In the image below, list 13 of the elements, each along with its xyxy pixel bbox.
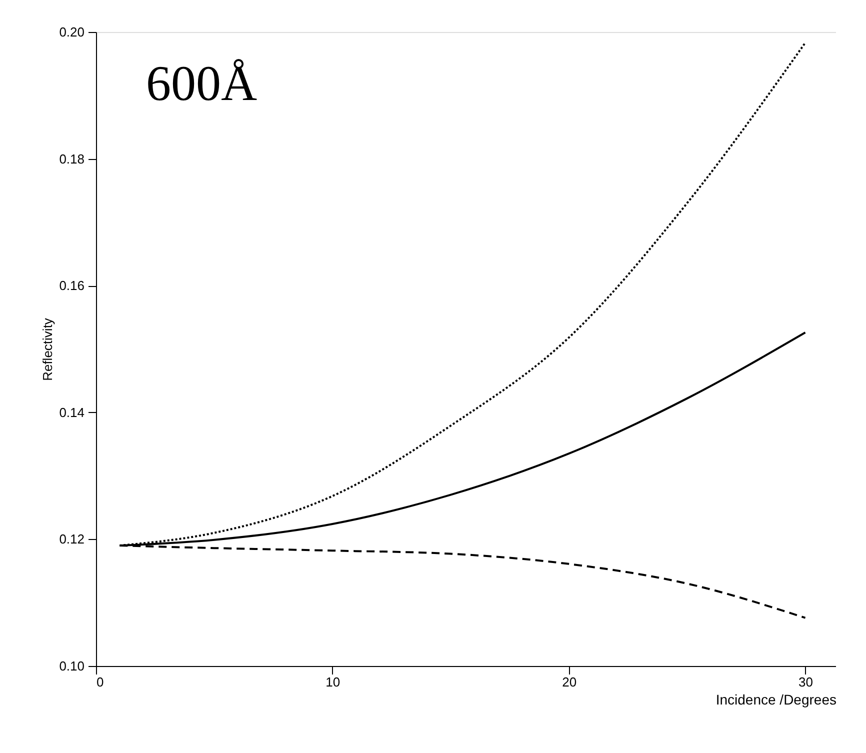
y-tick-label: 0.16 (59, 278, 84, 294)
annotation: 600Å (146, 55, 258, 111)
y-tick-label: 0.14 (59, 404, 84, 420)
y-tick-label: 0.12 (59, 532, 84, 547)
y-tick-label: 0.18 (59, 151, 84, 166)
x-tick-label: 10 (326, 674, 340, 690)
x-axis-title: Incidence /Degrees (716, 692, 836, 708)
y-tick-label: 0.10 (59, 658, 84, 674)
y-axis-title: Reflectivity (40, 318, 56, 381)
y-tick-label: 0.20 (59, 24, 84, 40)
x-tick-label: 0 (96, 674, 104, 690)
x-tick-label: 20 (562, 674, 577, 690)
x-tick-label: 30 (798, 674, 813, 690)
